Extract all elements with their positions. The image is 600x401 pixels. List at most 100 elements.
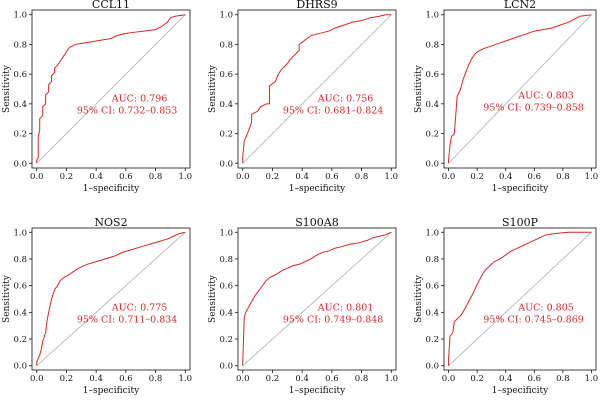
x-tick-label: 0.8 (556, 172, 570, 182)
auc-ci: 95% CI: 0.749–0.848 (283, 314, 384, 325)
y-tick-label: 0.8 (13, 40, 27, 50)
y-axis-label: Sensitivity (414, 274, 424, 323)
auc-ci: 95% CI: 0.739–0.858 (483, 102, 584, 113)
auc-value: AUC: 0.775 (111, 302, 168, 313)
x-tick-label: 0.4 (295, 172, 309, 182)
plot-frame (443, 9, 597, 169)
y-tick-label: 0.2 (425, 130, 439, 140)
y-tick-label: 0.2 (13, 130, 27, 140)
x-tick-label: 1.0 (178, 374, 192, 384)
x-tick-label: 0.0 (30, 374, 44, 384)
y-tick-label: 0.6 (13, 70, 27, 80)
plot-frame (237, 227, 397, 371)
auc-ci: 95% CI: 0.745–0.869 (483, 314, 584, 325)
panel-title: NOS2 (94, 216, 127, 229)
x-tick-label: 0.0 (30, 172, 44, 182)
y-tick-label: 0.2 (425, 335, 439, 345)
roc-panel-s100p: S100P 0.0 0.2 0.4 0.6 0.8 1.0 0.0 0.2 0.4 0.6 0.8 1.… (414, 216, 598, 396)
roc-panel-dhrs9: DHRS9 0.0 0.2 0.4 0.6 0.8 1.0 0.0 0.2 0.4 0.6 0.8 1.… (208, 0, 398, 194)
y-tick-label: 0.0 (425, 159, 439, 169)
roc-panel-nos2: NOS2 0.0 0.2 0.4 0.6 0.8 1.0 0.0 0.2 0.4 0.6 0.8 1.0… (2, 216, 192, 396)
x-tick-label: 0.0 (442, 374, 456, 384)
y-axis-label: Sensitivity (2, 64, 12, 113)
x-tick-label: 0.0 (236, 172, 250, 182)
y-tick-label: 0.4 (13, 100, 27, 110)
y-tick-label: 0.8 (219, 40, 233, 50)
x-axis-label: 1–specificity (83, 184, 140, 194)
plot-frame (443, 227, 597, 371)
roc-curve (36, 14, 186, 164)
x-tick-label: 0.8 (355, 172, 369, 182)
y-axis-label: Sensitivity (208, 64, 218, 113)
y-axis-label: Sensitivity (208, 274, 218, 323)
x-tick-label: 1.0 (585, 172, 599, 182)
y-tick-label: 1.0 (425, 228, 439, 238)
y-tick-label: 0.2 (13, 335, 27, 345)
x-axis-label: 1–specificity (492, 386, 549, 396)
y-tick-label: 1.0 (425, 11, 439, 21)
x-tick-label: 0.4 (89, 374, 103, 384)
y-tick-label: 0.0 (219, 159, 233, 169)
y-tick-label: 0.4 (219, 308, 233, 318)
x-tick-label: 1.0 (384, 374, 398, 384)
roc-curve (242, 14, 392, 164)
roc-curve (448, 14, 592, 164)
x-tick-label: 0.8 (149, 374, 163, 384)
panel-title: CCL11 (92, 0, 130, 11)
auc-value: AUC: 0.756 (317, 94, 374, 105)
x-tick-label: 1.0 (585, 374, 599, 384)
roc-panel-s100a8: S100A8 0.0 0.2 0.4 0.6 0.8 1.0 0.0 0.2 0.4 0.6 0.8 1… (208, 216, 398, 396)
auc-ci: 95% CI: 0.732–0.853 (77, 106, 178, 117)
x-tick-label: 0.6 (528, 172, 542, 182)
y-tick-label: 0.4 (219, 100, 233, 110)
y-tick-label: 0.8 (13, 255, 27, 265)
x-tick-label: 0.6 (528, 374, 542, 384)
x-tick-label: 0.4 (499, 374, 513, 384)
auc-ci: 95% CI: 0.681–0.824 (283, 106, 384, 117)
auc-value: AUC: 0.805 (517, 302, 574, 313)
auc-value: AUC: 0.803 (517, 90, 574, 101)
y-tick-label: 0.6 (219, 70, 233, 80)
x-tick-label: 0.6 (325, 374, 339, 384)
y-tick-label: 0.8 (425, 255, 439, 265)
y-tick-label: 0.2 (219, 130, 233, 140)
reference-line (242, 14, 392, 164)
x-tick-label: 0.6 (119, 172, 133, 182)
roc-curve (448, 231, 592, 366)
x-tick-label: 0.4 (295, 374, 309, 384)
y-tick-label: 0.6 (425, 70, 439, 80)
auc-ci: 95% CI: 0.711–0.834 (77, 314, 178, 325)
plot-frame (31, 227, 191, 371)
roc-panel-lcn2: LCN2 0.0 0.2 0.4 0.6 0.8 1.0 0.0 0.2 0.4 0.6 0.8 1.0… (414, 0, 598, 194)
plot-frame (237, 9, 397, 169)
y-tick-label: 0.4 (13, 308, 27, 318)
x-tick-label: 0.2 (266, 374, 280, 384)
y-tick-label: 0.0 (13, 159, 27, 169)
reference-line (36, 14, 186, 164)
x-tick-label: 0.0 (236, 374, 250, 384)
y-tick-label: 0.8 (219, 255, 233, 265)
y-tick-label: 0.8 (425, 40, 439, 50)
x-tick-label: 1.0 (384, 172, 398, 182)
plot-frame (31, 9, 191, 169)
y-axis-label: Sensitivity (414, 64, 424, 113)
x-tick-label: 0.8 (556, 374, 570, 384)
x-tick-label: 0.4 (89, 172, 103, 182)
y-tick-label: 0.6 (219, 282, 233, 292)
auc-value: AUC: 0.801 (317, 302, 374, 313)
y-axis-label: Sensitivity (2, 274, 12, 323)
auc-value: AUC: 0.796 (111, 94, 168, 105)
reference-line (448, 231, 592, 367)
x-tick-label: 0.0 (442, 172, 456, 182)
x-tick-label: 0.2 (266, 172, 280, 182)
y-tick-label: 0.4 (425, 100, 439, 110)
x-tick-label: 0.6 (119, 374, 133, 384)
x-tick-label: 0.4 (499, 172, 513, 182)
x-tick-label: 0.6 (325, 172, 339, 182)
y-tick-label: 0.2 (219, 335, 233, 345)
y-tick-label: 0.0 (13, 362, 27, 372)
y-tick-label: 0.6 (13, 282, 27, 292)
y-tick-label: 0.4 (425, 308, 439, 318)
reference-line (36, 231, 186, 367)
